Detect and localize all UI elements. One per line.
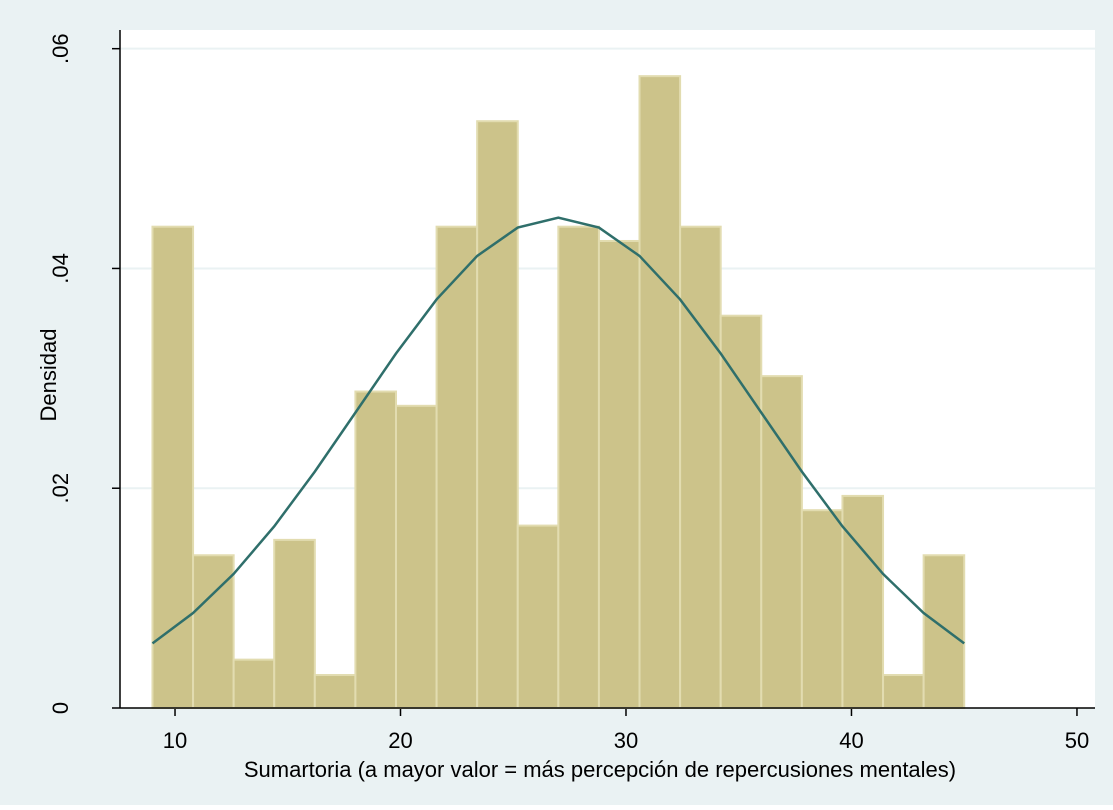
normal-curve [151,216,965,645]
y-tick-label: .06 [48,33,73,64]
bar [882,674,925,710]
x-tick-label: 50 [1065,728,1089,753]
bar [760,375,803,709]
bar [435,225,479,709]
bar [557,225,600,709]
bar [800,509,844,710]
bar [922,554,966,709]
x-tick-label: 30 [614,728,638,753]
bar [151,225,195,709]
x-tick-label: 40 [839,728,863,753]
x-tick-label: 20 [388,728,412,753]
y-tick-label: 0 [48,702,73,714]
bar [719,314,763,709]
bar [476,120,519,710]
bar [394,404,438,709]
bar [273,538,316,710]
bar [232,658,276,709]
bar [597,239,641,709]
bar [516,524,560,709]
bar [638,75,682,710]
bar [354,390,397,709]
y-axis-title: Densidad [36,329,61,422]
bar [841,494,885,710]
x-tick-label: 10 [163,728,187,753]
y-tick-label: .04 [48,253,73,284]
bar [313,674,357,710]
y-tick-label: .02 [48,473,73,504]
x-axis-title: Sumartoria (a mayor valor = más percepci… [244,757,956,782]
bar [679,225,722,709]
